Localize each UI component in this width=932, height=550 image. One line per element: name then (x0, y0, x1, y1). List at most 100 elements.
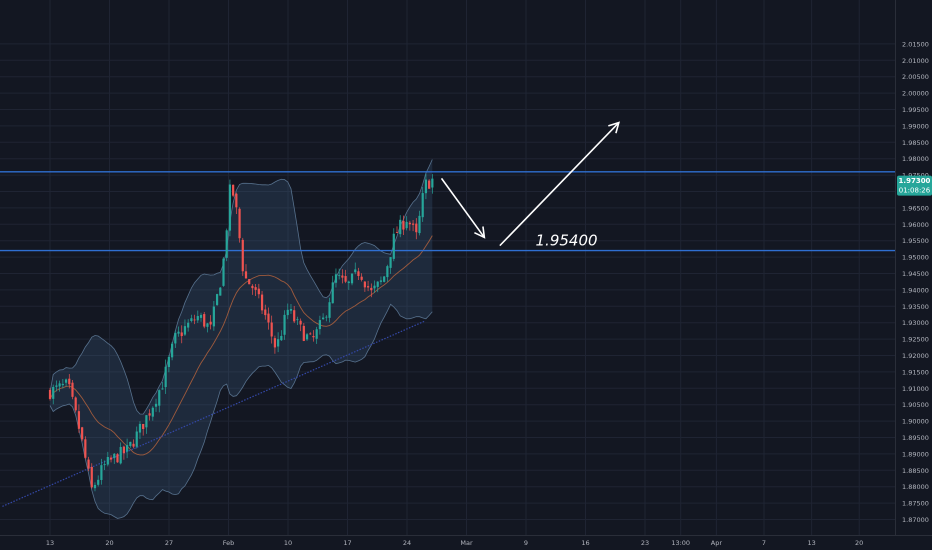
time-axis[interactable]: 13 20 27 Feb 10 17 24 Mar 9 16 23 13:00 Apr 7 13 20 (46, 539, 863, 547)
candle (161, 382, 164, 390)
candle (241, 237, 244, 276)
candle-body (318, 320, 321, 330)
price-tick-label: 1.89000 (902, 450, 929, 458)
candle-body (354, 269, 357, 273)
candle (145, 414, 148, 434)
candle (363, 280, 366, 292)
price-tick-label: 1.90500 (902, 401, 929, 409)
candle (48, 387, 52, 401)
candle (370, 283, 373, 298)
candle (267, 307, 270, 330)
candle-body (93, 484, 97, 489)
price-tick-label: 1.91500 (902, 368, 929, 376)
time-tick-label: 24 (403, 539, 411, 547)
candle (428, 179, 431, 189)
projection-arrows[interactable] (440, 121, 620, 247)
price-tick-label: 1.88500 (902, 467, 929, 475)
projection-arrow[interactable] (440, 177, 486, 239)
candle-body (418, 215, 421, 234)
candle (331, 275, 334, 304)
candle (312, 330, 315, 342)
candle-body (244, 271, 248, 279)
candle-body (347, 281, 350, 284)
projection-arrow[interactable] (499, 121, 620, 247)
time-tick-label: 23 (641, 539, 649, 547)
candle-body (154, 403, 158, 407)
candle-body (103, 464, 106, 466)
candle-body (273, 338, 277, 348)
candle (212, 301, 215, 331)
candle-body (158, 390, 161, 406)
candle-body (289, 308, 293, 311)
candle (109, 455, 113, 463)
candle (142, 423, 145, 436)
candlesticks (48, 173, 434, 492)
price-tick-label: 1.94500 (902, 270, 929, 278)
candle-body (129, 441, 132, 446)
candle-body (405, 221, 408, 229)
candle (354, 262, 357, 275)
candle-body (431, 178, 434, 188)
candle (52, 384, 55, 405)
candle-body (411, 223, 415, 225)
time-tick-label: 9 (524, 539, 528, 547)
candle-body (344, 276, 347, 282)
candle (100, 458, 103, 485)
candle-body (270, 322, 273, 337)
time-tick-label: 16 (581, 539, 589, 547)
candle-body (199, 314, 203, 318)
candle (193, 314, 196, 325)
price-tick-label: 1.99500 (902, 106, 929, 114)
candle-body (187, 322, 190, 328)
candle (315, 326, 318, 344)
candle (260, 291, 264, 314)
candle-body (395, 232, 399, 233)
candle-body (212, 306, 215, 327)
candle (373, 280, 376, 293)
candle-body (357, 271, 360, 276)
candle (187, 319, 190, 332)
candle-body (145, 415, 148, 428)
candle (71, 379, 74, 400)
time-tick-label: 13 (807, 539, 815, 547)
candle (392, 228, 395, 262)
candle-body (177, 331, 180, 334)
candle-body (302, 325, 305, 341)
price-tag-background (897, 175, 932, 196)
candle-body (322, 317, 325, 320)
candle-body (264, 309, 267, 316)
band-lower (49, 303, 433, 519)
candle-body (299, 320, 302, 325)
candle (196, 310, 199, 323)
candle (116, 453, 119, 463)
candle-body (286, 309, 289, 316)
candle-body (209, 321, 212, 325)
price-axis[interactable]: 1.87000 1.87500 1.88000 1.88500 1.89000 1.895… (902, 40, 929, 524)
band-fill (50, 159, 433, 519)
candle-body (135, 431, 138, 447)
candle-body (402, 221, 405, 230)
candle (264, 304, 267, 320)
time-tick-label: Feb (223, 539, 235, 547)
candle-body (116, 454, 119, 463)
time-tick-label: 13 (46, 539, 54, 547)
candle (90, 463, 93, 489)
candle-body (90, 466, 93, 488)
candle-body (315, 329, 318, 339)
candle-body (81, 427, 84, 440)
candle-body (280, 335, 283, 341)
candle (254, 283, 257, 297)
candle (273, 335, 277, 354)
candle-body (58, 383, 61, 387)
candle (148, 409, 151, 421)
candle (248, 279, 251, 285)
candle (418, 210, 421, 236)
candle-body (277, 339, 280, 347)
candle (299, 318, 302, 332)
candle (344, 269, 347, 284)
candle (61, 378, 64, 389)
candle-body (77, 411, 81, 429)
candle-body (331, 282, 334, 304)
horizontal-levels[interactable] (0, 171, 895, 252)
